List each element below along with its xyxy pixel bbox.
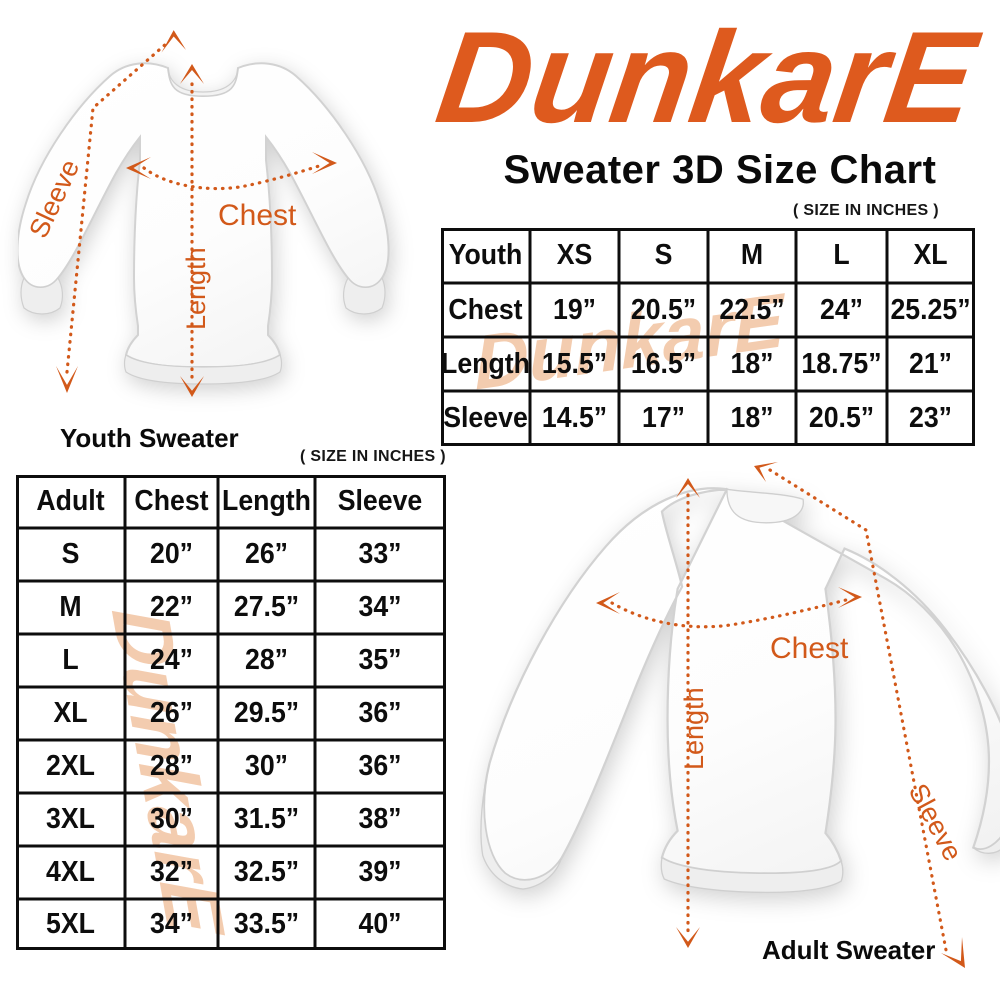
svg-text:Length: Length	[679, 687, 709, 770]
svg-text:Sleeve: Sleeve	[23, 155, 85, 243]
svg-text:DunkarE: DunkarE	[430, 5, 988, 150]
svg-text:Chest: Chest	[218, 199, 297, 232]
svg-text:Sleeve: Sleeve	[903, 779, 968, 866]
svg-text:Chest: Chest	[770, 632, 849, 665]
svg-text:Length: Length	[181, 247, 211, 330]
